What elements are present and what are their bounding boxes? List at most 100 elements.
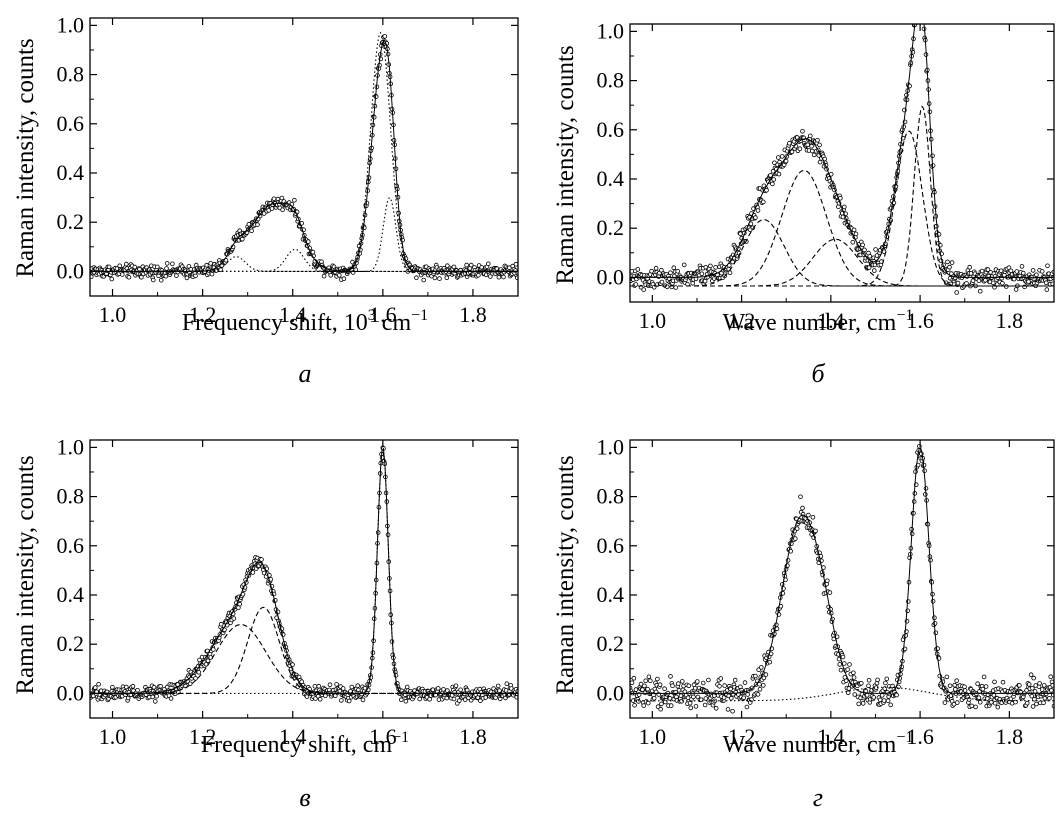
plot-frame [89, 439, 519, 719]
data-point [421, 277, 427, 283]
data-point [753, 673, 758, 679]
data-point [135, 687, 140, 693]
data-point [930, 163, 936, 168]
data-points [630, 443, 1054, 714]
data-point [635, 267, 641, 272]
x-axis-label-unit-superscript: −1 [411, 307, 428, 324]
data-point [806, 512, 811, 518]
data-point [155, 264, 160, 270]
x-tick-label: 1.8 [996, 724, 1024, 749]
x-tick-label: 1.0 [639, 724, 667, 749]
data-point [947, 683, 953, 689]
data-point [137, 266, 142, 272]
x-axis-label-main: Frequency shift, cm [201, 732, 393, 758]
data-point [992, 700, 998, 706]
data-point [728, 686, 733, 692]
data-point [158, 277, 164, 283]
data-point [1014, 269, 1020, 274]
data-point [464, 262, 469, 268]
y-tick-label: 0.8 [57, 62, 85, 87]
data-point [91, 693, 96, 699]
data-point [954, 700, 960, 705]
data-point [860, 242, 865, 248]
data-point [949, 271, 954, 276]
data-points [630, 16, 1054, 295]
data-point [193, 676, 198, 681]
data-point [441, 687, 446, 692]
x-axis-label-superscript: −1 [896, 729, 913, 746]
data-point [456, 698, 462, 703]
data-point [432, 275, 438, 281]
data-point [151, 684, 157, 690]
data-point [980, 686, 986, 692]
data-point [163, 273, 169, 279]
data-point [96, 681, 101, 687]
data-point [914, 16, 918, 20]
x-tick-label: 1.2 [189, 724, 217, 749]
data-point [497, 688, 502, 693]
component-curve [90, 623, 518, 694]
data-point [269, 206, 275, 211]
data-point [249, 228, 254, 234]
data-point [757, 686, 763, 692]
data-point [810, 514, 816, 520]
data-point [1037, 681, 1042, 686]
data-point [1041, 700, 1046, 706]
data-point [476, 272, 481, 278]
data-point [761, 675, 767, 681]
x-axis-label-unit: cm [376, 310, 412, 336]
data-point [792, 536, 798, 541]
data-point [513, 261, 518, 267]
data-point [651, 695, 657, 701]
y-axis-label: Raman intensity, counts [12, 38, 39, 277]
data-point [718, 676, 724, 681]
data-point [631, 675, 637, 681]
data-point [874, 253, 880, 258]
data-point [952, 687, 958, 692]
data-point [694, 679, 700, 684]
data-point [646, 674, 652, 680]
data-point [824, 578, 830, 584]
data-point [321, 273, 327, 279]
x-tick-label: 1.0 [99, 302, 127, 327]
data-point [640, 687, 645, 692]
data-point [417, 696, 423, 702]
x-tick-label: 1.2 [728, 308, 756, 333]
plot-frame [89, 17, 519, 297]
data-point [495, 683, 501, 689]
data-point [1032, 689, 1038, 694]
data-point [730, 708, 735, 714]
y-tick-label: 0.0 [597, 264, 625, 289]
data-point [218, 621, 224, 627]
data-point [1013, 287, 1019, 292]
x-tick-label: 1.4 [817, 724, 845, 749]
data-point [316, 683, 322, 689]
data-point [738, 231, 743, 237]
data-point [969, 703, 974, 709]
y-tick-label: 1.0 [57, 12, 85, 37]
data-point [110, 684, 115, 690]
data-point [797, 146, 803, 152]
data-point [862, 247, 867, 253]
data-point [501, 274, 506, 280]
x-tick-label: 1.6 [369, 724, 397, 749]
data-point [809, 148, 815, 154]
data-point [346, 698, 352, 704]
data-point [382, 34, 388, 39]
data-point [1047, 695, 1052, 701]
data-point [1030, 685, 1035, 691]
data-point [1024, 700, 1030, 706]
data-point [930, 153, 935, 159]
y-tick-label: 0.8 [57, 484, 85, 509]
data-point [636, 699, 641, 704]
data-point [151, 277, 156, 283]
data-point [757, 681, 762, 687]
data-point [675, 681, 681, 686]
data-point [983, 277, 988, 283]
data-point [643, 678, 648, 684]
data-point [240, 236, 245, 242]
x-tick-label: 1.0 [639, 308, 667, 333]
x-tick-label: 1.4 [279, 302, 307, 327]
y-tick-label: 0.4 [597, 582, 625, 607]
data-point [975, 681, 980, 686]
